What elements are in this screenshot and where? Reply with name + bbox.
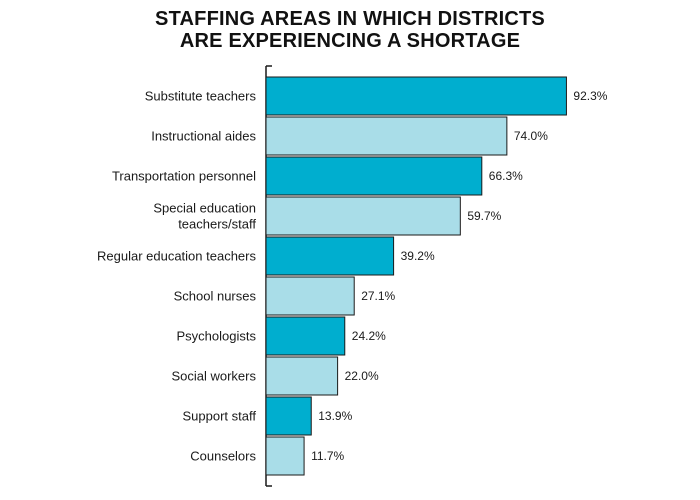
value-labels: 92.3% 74.0% 66.3% 59.7% 39.2% 27.1% 24.2% 22.0%…	[311, 89, 608, 463]
bar-1	[265, 76, 567, 116]
value-label-2: 74.0%	[514, 129, 548, 143]
category-label-4-line-2: teachers/staff	[178, 217, 256, 232]
bar-10	[265, 436, 305, 476]
category-label-5: Regular education teachers	[97, 249, 256, 264]
category-label-6-line-1: School nurses	[174, 289, 257, 304]
chart-title-line-2: ARE EXPERIENCING A SHORTAGE	[179, 30, 521, 52]
value-label-3: 66.3%	[489, 169, 523, 183]
value-label-10: 11.7%	[311, 449, 344, 463]
category-label-1: Substitute teachers	[145, 89, 257, 104]
value-label-8: 22.0%	[345, 369, 379, 383]
category-label-9: Support staff	[183, 409, 257, 424]
category-label-8-line-1: Social workers	[171, 369, 256, 384]
bar-2	[265, 116, 508, 156]
bars-layer	[265, 76, 567, 476]
bar-7	[265, 316, 346, 356]
category-label-4-line-1: Special education	[153, 201, 256, 216]
category-label-2-line-1: Instructional aides	[151, 129, 256, 144]
chart-title-line-1: STAFFING AREAS IN WHICH DISTRICTS	[155, 8, 545, 30]
category-label-3: Transportation personnel	[112, 169, 256, 184]
category-label-8: Social workers	[171, 369, 256, 384]
category-label-6: School nurses	[174, 289, 257, 304]
bar-4	[265, 196, 461, 236]
value-label-7: 24.2%	[352, 329, 386, 343]
value-label-1: 92.3%	[573, 89, 607, 103]
bar-9	[265, 396, 312, 436]
value-label-4: 59.7%	[467, 209, 501, 223]
category-label-7-line-1: Psychologists	[177, 329, 257, 344]
category-label-4: Special education teachers/staff	[153, 201, 256, 232]
value-label-9: 13.9%	[318, 409, 352, 423]
value-label-5: 39.2%	[401, 249, 435, 263]
category-label-10-line-1: Counselors	[190, 449, 256, 464]
category-label-2: Instructional aides	[151, 129, 256, 144]
chart-title: STAFFING AREAS IN WHICH DISTRICTS ARE EX…	[0, 8, 700, 52]
bar-5	[265, 236, 395, 276]
category-label-5-line-1: Regular education teachers	[97, 249, 256, 264]
category-label-9-line-1: Support staff	[183, 409, 257, 424]
value-label-6: 27.1%	[361, 289, 395, 303]
category-label-7: Psychologists	[177, 329, 257, 344]
category-label-10: Counselors	[190, 449, 256, 464]
bar-8	[265, 356, 339, 396]
bar-3	[265, 156, 483, 196]
category-label-1-line-1: Substitute teachers	[145, 89, 257, 104]
category-label-3-line-1: Transportation personnel	[112, 169, 256, 184]
bar-6	[265, 276, 355, 316]
category-labels: Substitute teachers Instructional aides Tr…	[97, 89, 256, 464]
